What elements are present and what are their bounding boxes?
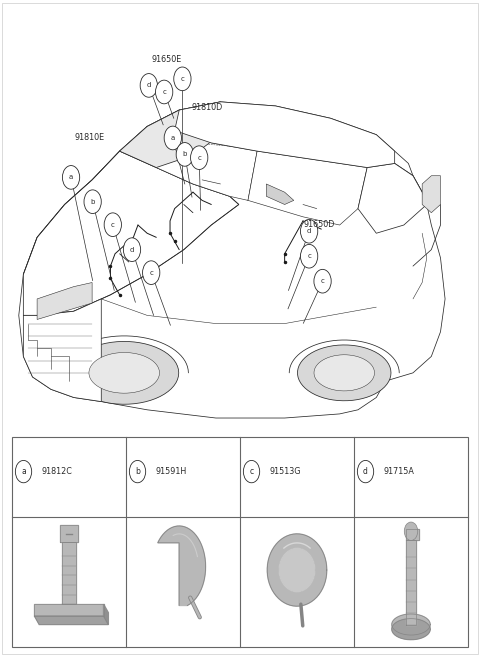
Text: 91810E: 91810E bbox=[74, 133, 105, 143]
Polygon shape bbox=[70, 342, 179, 404]
Circle shape bbox=[62, 166, 80, 189]
Polygon shape bbox=[35, 604, 104, 616]
Circle shape bbox=[104, 213, 121, 237]
Polygon shape bbox=[392, 619, 430, 640]
Circle shape bbox=[300, 219, 318, 243]
Polygon shape bbox=[406, 529, 419, 541]
Text: 91650D: 91650D bbox=[303, 219, 335, 229]
Polygon shape bbox=[24, 299, 101, 401]
Circle shape bbox=[357, 461, 373, 483]
Circle shape bbox=[164, 126, 181, 150]
Circle shape bbox=[404, 522, 418, 541]
Text: 91591H: 91591H bbox=[156, 467, 187, 476]
Polygon shape bbox=[175, 102, 395, 168]
Polygon shape bbox=[60, 526, 78, 542]
Text: d: d bbox=[130, 246, 134, 253]
Circle shape bbox=[243, 461, 260, 483]
Text: d: d bbox=[307, 228, 312, 235]
Polygon shape bbox=[120, 102, 229, 168]
Polygon shape bbox=[267, 534, 327, 606]
Text: 91513G: 91513G bbox=[270, 467, 301, 476]
Text: d: d bbox=[363, 467, 368, 476]
Circle shape bbox=[300, 244, 318, 268]
FancyBboxPatch shape bbox=[12, 437, 468, 647]
Circle shape bbox=[143, 261, 160, 284]
Polygon shape bbox=[24, 151, 239, 315]
Text: b: b bbox=[135, 467, 140, 476]
Circle shape bbox=[176, 143, 193, 166]
Polygon shape bbox=[314, 355, 374, 391]
Text: a: a bbox=[171, 135, 175, 141]
Circle shape bbox=[156, 80, 173, 104]
Polygon shape bbox=[266, 184, 294, 204]
Text: 91715A: 91715A bbox=[384, 467, 415, 476]
Text: a: a bbox=[21, 467, 26, 476]
Polygon shape bbox=[37, 283, 92, 319]
Circle shape bbox=[314, 269, 331, 293]
Text: c: c bbox=[149, 269, 153, 276]
Polygon shape bbox=[158, 526, 205, 606]
Text: c: c bbox=[321, 278, 324, 284]
Circle shape bbox=[191, 146, 208, 170]
Circle shape bbox=[15, 461, 32, 483]
Text: 91650E: 91650E bbox=[152, 55, 182, 64]
Text: b: b bbox=[182, 151, 187, 158]
Text: c: c bbox=[250, 467, 253, 476]
Text: b: b bbox=[90, 198, 95, 205]
Polygon shape bbox=[19, 102, 445, 418]
Polygon shape bbox=[156, 131, 257, 200]
Polygon shape bbox=[298, 345, 391, 401]
Polygon shape bbox=[89, 353, 159, 393]
Polygon shape bbox=[248, 151, 367, 225]
Text: 91812C: 91812C bbox=[42, 467, 72, 476]
Text: c: c bbox=[307, 253, 311, 260]
Circle shape bbox=[130, 461, 146, 483]
Polygon shape bbox=[422, 176, 441, 213]
Polygon shape bbox=[104, 604, 108, 625]
Text: c: c bbox=[180, 76, 184, 82]
Circle shape bbox=[140, 74, 157, 97]
Polygon shape bbox=[392, 614, 430, 635]
Text: c: c bbox=[162, 89, 166, 95]
Polygon shape bbox=[406, 541, 416, 625]
Circle shape bbox=[174, 67, 191, 91]
Text: d: d bbox=[146, 82, 151, 89]
Polygon shape bbox=[35, 616, 108, 625]
Text: a: a bbox=[69, 174, 73, 181]
Text: c: c bbox=[197, 154, 201, 161]
Text: 91810D: 91810D bbox=[191, 103, 222, 112]
Text: c: c bbox=[111, 221, 115, 228]
Polygon shape bbox=[62, 542, 76, 604]
Circle shape bbox=[123, 238, 141, 261]
Polygon shape bbox=[358, 164, 427, 233]
Circle shape bbox=[84, 190, 101, 214]
Polygon shape bbox=[279, 549, 315, 592]
